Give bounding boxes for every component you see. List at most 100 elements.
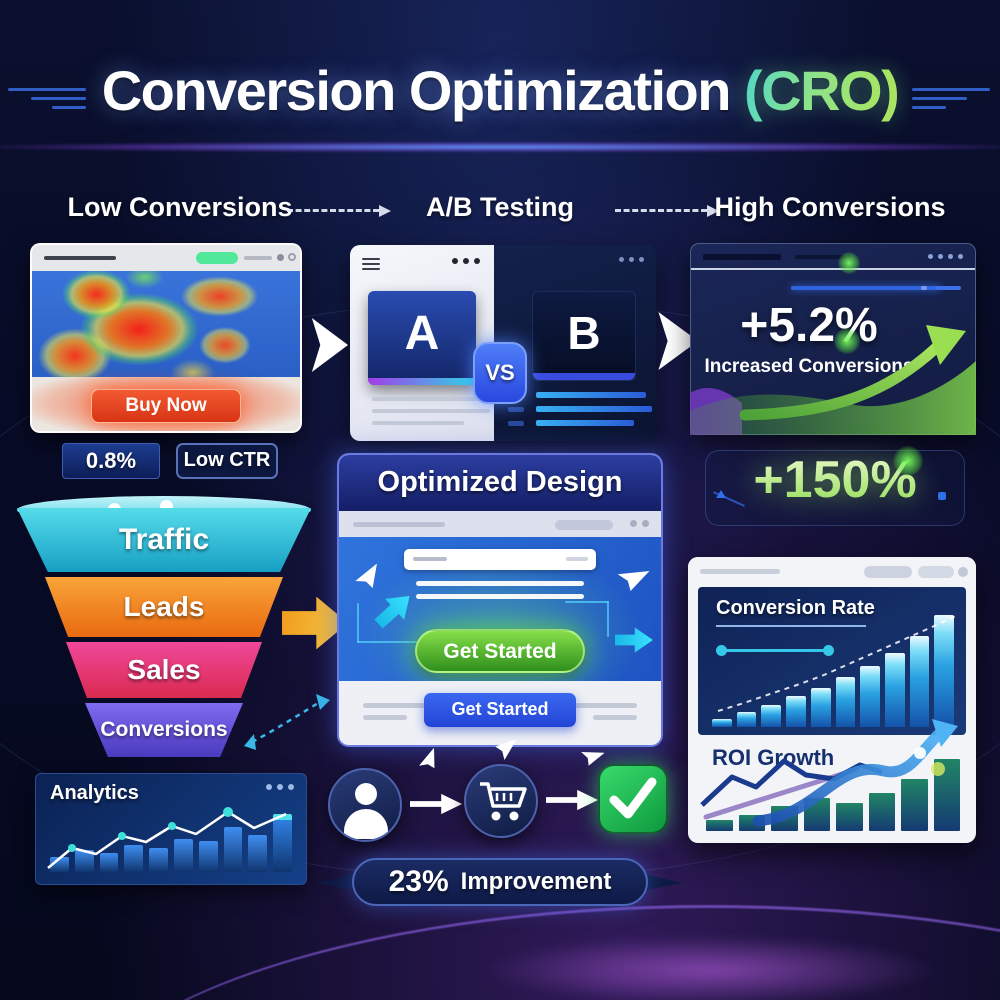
toolbar-dot-icon bbox=[958, 567, 968, 577]
text-line bbox=[535, 406, 652, 412]
url-bar-placeholder bbox=[44, 256, 116, 260]
results-window: Conversion Rate ROI Growth bbox=[688, 557, 976, 843]
bar bbox=[934, 614, 955, 727]
text-line bbox=[372, 409, 490, 413]
toolbar-pill bbox=[864, 566, 912, 578]
optimized-page-preview: Get Started bbox=[339, 537, 661, 681]
node-triangle-decor bbox=[716, 490, 726, 498]
green-glow-dot bbox=[834, 328, 860, 354]
bar bbox=[736, 711, 757, 727]
flow-step-ab-testing: A/B Testing bbox=[426, 192, 574, 222]
low-ctr-badge: Low CTR bbox=[176, 443, 278, 479]
bar bbox=[198, 841, 218, 872]
green-glow-dot bbox=[838, 252, 860, 274]
cyan-arrow-icon bbox=[615, 627, 653, 653]
bar bbox=[50, 856, 69, 872]
uplift-window: +5.2% Increased Conversions bbox=[690, 243, 976, 435]
vs-badge: VS bbox=[473, 342, 527, 404]
bar bbox=[810, 688, 831, 727]
flow-step-low-conversions: Low Conversions bbox=[67, 192, 293, 222]
toolbar-dot-icon bbox=[277, 254, 284, 261]
variant-a-label: A bbox=[404, 307, 440, 360]
bar bbox=[74, 850, 94, 872]
window-dots-icon bbox=[451, 258, 480, 264]
funnel-label: Conversions bbox=[100, 718, 228, 741]
cart-icon bbox=[464, 764, 538, 838]
page-title: Conversion Optimization (CRO) bbox=[0, 58, 1000, 123]
title-decor-lines-left bbox=[8, 82, 88, 115]
toolbar-pill bbox=[918, 566, 954, 578]
roi-bar-chart bbox=[706, 749, 960, 831]
text-stub bbox=[507, 421, 524, 426]
window-dots-icon bbox=[266, 784, 294, 790]
bar bbox=[860, 665, 880, 727]
bar bbox=[884, 652, 905, 727]
progress-stub bbox=[935, 286, 961, 290]
text-line bbox=[363, 703, 425, 708]
heatmap-footer: Buy Now bbox=[32, 377, 300, 431]
bar bbox=[248, 834, 268, 872]
text-stub bbox=[507, 407, 524, 412]
variant-a-accent-bar bbox=[368, 378, 476, 385]
circuit-line bbox=[357, 603, 359, 643]
text-line bbox=[535, 392, 646, 398]
toolbar-text-placeholder bbox=[703, 254, 781, 260]
conversion-rate-panel: Conversion Rate bbox=[698, 587, 966, 735]
dashed-curve-arrow-icon bbox=[244, 694, 330, 750]
buy-now-button[interactable]: Buy Now bbox=[91, 389, 241, 423]
funnel-level-leads: Leads bbox=[45, 577, 283, 637]
bar bbox=[868, 793, 895, 831]
improvement-label: Improvement bbox=[460, 868, 612, 895]
progress-bar bbox=[791, 286, 941, 290]
funnel-label: Leads bbox=[123, 591, 205, 622]
funnel-level-sales: Sales bbox=[66, 642, 262, 698]
circuit-line bbox=[357, 641, 429, 643]
url-bar-placeholder bbox=[353, 522, 445, 527]
uplift-label: Increased Conversions bbox=[704, 356, 914, 377]
bar bbox=[223, 827, 243, 872]
circuit-line bbox=[565, 601, 609, 603]
bar bbox=[738, 814, 765, 831]
bar bbox=[761, 704, 782, 727]
optimized-page-footer: Get Started bbox=[339, 681, 661, 743]
purple-glow bbox=[480, 935, 940, 1000]
window-dots-icon bbox=[618, 257, 644, 262]
bar bbox=[803, 798, 830, 831]
page-title-accent: (CRO) bbox=[744, 59, 900, 122]
paper-plane-icon bbox=[615, 564, 650, 595]
bar bbox=[771, 806, 798, 831]
toolbar-line bbox=[244, 256, 272, 260]
bar bbox=[909, 636, 930, 727]
get-started-button-primary[interactable]: Get Started bbox=[415, 629, 585, 673]
variant-b-pane: B bbox=[493, 245, 656, 441]
funnel-level-conversions: Conversions bbox=[85, 703, 243, 757]
window-dots-icon bbox=[928, 254, 963, 259]
search-input[interactable] bbox=[404, 549, 596, 570]
window-dots-icon bbox=[630, 520, 649, 527]
text-line bbox=[372, 421, 464, 425]
ctr-value-badge: 0.8% bbox=[62, 443, 160, 479]
text-line bbox=[575, 703, 637, 708]
bar bbox=[712, 718, 732, 727]
bar bbox=[835, 677, 856, 727]
variant-a-pane: A bbox=[350, 245, 494, 441]
get-started-button-secondary[interactable]: Get Started bbox=[424, 693, 576, 727]
toolbar-dot-icon bbox=[288, 253, 296, 261]
toolbar-text-placeholder bbox=[795, 255, 851, 259]
url-bar-placeholder bbox=[700, 569, 780, 574]
variant-b-accent-bar bbox=[532, 373, 635, 380]
browser-toolbar bbox=[688, 557, 976, 585]
circuit-line bbox=[607, 601, 609, 637]
optimized-design-title: Optimized Design bbox=[339, 455, 661, 511]
variant-b-label: B bbox=[567, 307, 601, 359]
flow-arrow-1-icon bbox=[287, 204, 391, 217]
browser-toolbar bbox=[32, 245, 300, 271]
ab-test-window: A B bbox=[350, 245, 656, 441]
toolbar-pill bbox=[196, 252, 238, 264]
uplift-value: +5.2% bbox=[740, 299, 878, 352]
bar bbox=[99, 852, 119, 872]
bar bbox=[124, 845, 144, 872]
user-icon bbox=[328, 768, 402, 842]
text-line bbox=[416, 581, 584, 586]
